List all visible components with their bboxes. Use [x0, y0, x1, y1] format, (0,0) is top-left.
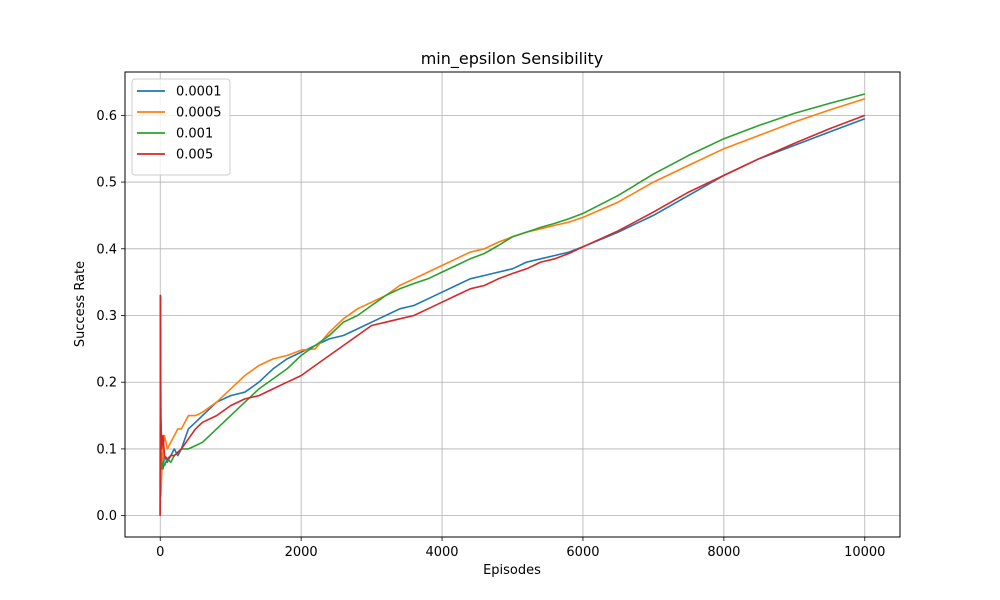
y-tick-label: 0.0 — [96, 509, 117, 524]
series-line-0.005 — [159, 114, 866, 516]
y-tick-label: 0.2 — [96, 376, 117, 391]
series-line-0.001 — [159, 93, 866, 516]
plot-frame — [124, 71, 901, 538]
x-tick-label: 6000 — [566, 545, 599, 560]
x-axis-label: Episodes — [483, 563, 541, 578]
legend: 0.0001 0.0005 0.001 0.005 — [131, 78, 231, 176]
x-tick-label: 10000 — [844, 545, 885, 560]
legend-label: 0.005 — [176, 148, 213, 163]
grid — [125, 72, 900, 537]
y-tick-label: 0.4 — [96, 242, 117, 257]
legend-box — [131, 78, 231, 176]
x-tick-label: 8000 — [707, 545, 740, 560]
series-lines — [159, 93, 866, 516]
legend-label: 0.0005 — [176, 106, 222, 121]
x-tick-label: 2000 — [285, 545, 318, 560]
chart-title: min_epsilon Sensibility — [421, 49, 604, 69]
legend-label: 0.0001 — [176, 85, 222, 100]
y-axis: 0.0 0.1 0.2 0.3 0.4 0.5 0.6 — [96, 109, 125, 524]
y-axis-label: Success Rate — [73, 261, 88, 347]
x-tick-label: 4000 — [425, 545, 458, 560]
series-line-0.0005 — [159, 97, 866, 516]
y-tick-label: 0.1 — [96, 442, 117, 457]
legend-label: 0.001 — [176, 127, 213, 142]
x-tick-label: 0 — [156, 545, 164, 560]
y-tick-label: 0.5 — [96, 176, 117, 191]
y-tick-label: 0.6 — [96, 109, 117, 124]
x-axis: 0 2000 4000 6000 8000 10000 — [156, 537, 885, 560]
y-tick-label: 0.3 — [96, 309, 117, 324]
